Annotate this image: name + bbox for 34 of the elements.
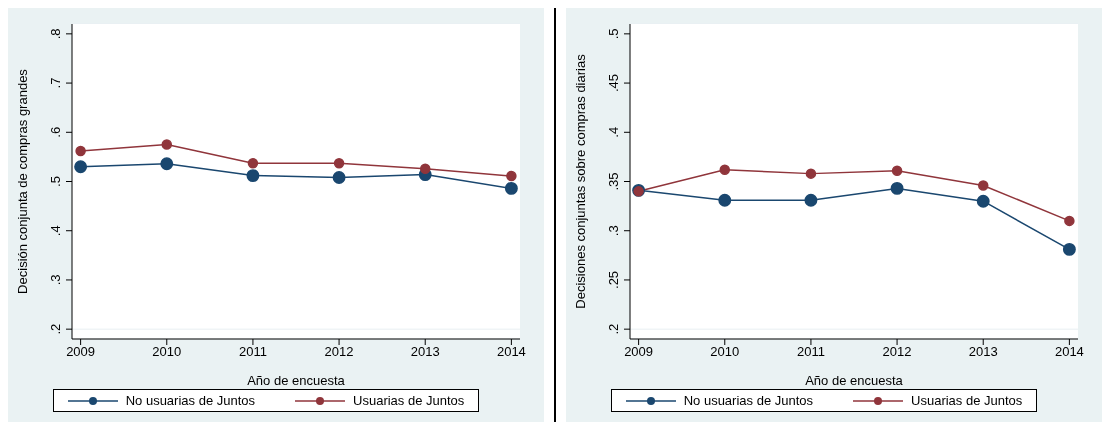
x-tick-label: 2011 (796, 344, 825, 360)
y-tick-label: .2 (606, 323, 621, 335)
x-tick-label: 2010 (710, 344, 740, 360)
x-tick-label: 2011 (238, 344, 267, 360)
x-tick-label: 2009 (66, 344, 96, 360)
x-axis-title: Año de encuesta (247, 373, 346, 388)
y-tick-label: .5 (48, 176, 63, 187)
x-tick-label: 2013 (410, 344, 440, 360)
x-tick-label: 2012 (324, 344, 354, 360)
y-tick-label: .6 (48, 126, 63, 138)
x-tick-label: 2013 (968, 344, 998, 360)
y-tick-label: .4 (606, 126, 621, 138)
y-tick-label: .4 (48, 225, 63, 237)
y-tick-label: .5 (606, 28, 621, 40)
y-tick-label: .3 (606, 225, 621, 237)
legend-label: Usuarias de Juntos (910, 393, 1023, 408)
y-tick-label: .3 (48, 274, 63, 286)
y-tick-label: .2 (48, 323, 63, 335)
y-tick-label: .7 (48, 77, 63, 89)
y-tick-label: .45 (606, 74, 621, 93)
y-axis-title: Decisiones conjuntas sobre compras diarias (572, 53, 588, 309)
x-tick-label: 2009 (624, 344, 654, 360)
legend-label: No usuarias de Juntos (682, 393, 814, 408)
y-axis-title: Decisión conjunta de compras grandes (14, 68, 30, 294)
legend-label: Usuarias de Juntos (352, 393, 465, 408)
legend-label: No usuarias de Juntos (124, 393, 256, 408)
x-tick-label: 2012 (882, 344, 912, 360)
x-tick-label: 2014 (1054, 344, 1084, 360)
x-axis-title: Año de encuesta (805, 373, 904, 388)
y-tick-label: .25 (606, 270, 621, 289)
x-tick-label: 2014 (496, 344, 526, 360)
y-tick-label: .8 (48, 28, 63, 40)
y-tick-label: .35 (606, 172, 621, 191)
x-tick-label: 2010 (152, 344, 182, 360)
